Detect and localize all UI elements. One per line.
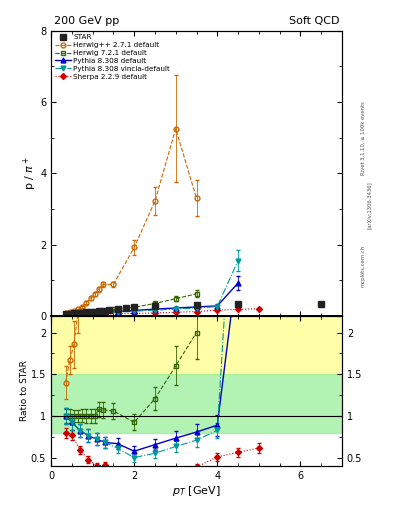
Text: [arXiv:1306.3436]: [arXiv:1306.3436]	[367, 181, 372, 229]
Bar	[51, 316, 342, 374]
Text: 200 GeV pp: 200 GeV pp	[54, 16, 119, 27]
X-axis label: $p_T$ [GeV]: $p_T$ [GeV]	[172, 483, 221, 498]
Y-axis label: Ratio to STAR: Ratio to STAR	[20, 360, 29, 421]
Text: mcplots.cern.ch: mcplots.cern.ch	[361, 245, 365, 287]
Bar	[51, 374, 342, 433]
Text: Rivet 3.1.10, ≥ 100k events: Rivet 3.1.10, ≥ 100k events	[361, 101, 365, 175]
Text: Soft QCD: Soft QCD	[288, 16, 339, 27]
Y-axis label: p / $\pi^+$: p / $\pi^+$	[21, 156, 39, 190]
Legend: STAR, Herwig++ 2.7.1 default, Herwig 7.2.1 default, Pythia 8.308 default, Pythia: STAR, Herwig++ 2.7.1 default, Herwig 7.2…	[53, 33, 172, 81]
